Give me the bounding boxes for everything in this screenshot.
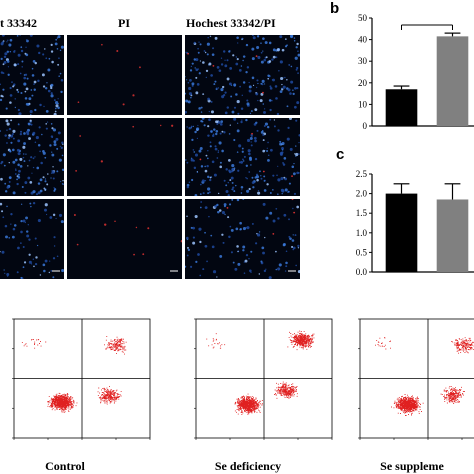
apoptosis-bar-C — [385, 89, 418, 126]
flow-group-label-3: Se suppleme — [380, 459, 444, 473]
celldeath-bar-D — [436, 199, 469, 272]
apoptosis-ytick-label: 20 — [358, 78, 368, 88]
celldeath-ytick-label: 2.0 — [356, 189, 368, 199]
celldeath-bar-C — [385, 193, 418, 272]
celldeath-ytick-label: 0.5 — [356, 247, 368, 257]
micrograph-r1-c2 — [67, 35, 182, 115]
micrograph-r1-c3 — [185, 35, 300, 115]
apoptosis-bar-chart: 0 10 20 30 40 50 — [358, 13, 474, 131]
flow-plot-2 — [194, 318, 333, 440]
micrograph-r3-c1 — [0, 199, 64, 279]
flow-group-label-2: Se deficiency — [214, 459, 282, 473]
micrograph-r3-c3 — [185, 199, 300, 279]
celldeath-ytick-label: 1.0 — [356, 228, 368, 238]
flow-events-2 — [206, 330, 315, 416]
celldeath-ytick-label: 2.5 — [356, 169, 368, 179]
flow-plot-3 — [358, 318, 474, 440]
panel-b-letter: b — [330, 0, 340, 17]
apoptosis-ytick-label: 40 — [358, 35, 368, 45]
apoptosis-ytick-label: 10 — [358, 99, 368, 109]
micrograph-r2-c2 — [67, 118, 182, 196]
celldeath-ytick-label: 1.5 — [356, 208, 368, 218]
apoptosis-ytick-label: 50 — [358, 13, 368, 23]
flow-group-label-1: Control — [45, 459, 85, 473]
micrograph-r2-c1 — [0, 118, 64, 196]
flow-events-1 — [21, 335, 127, 413]
header-pi: PI — [118, 16, 130, 30]
flow-events-3 — [375, 337, 474, 417]
celldeath-ytick-label: 0.0 — [356, 267, 368, 277]
cell-death-bar-chart: 0.0 0.5 1.0 1.5 2.0 2.5 — [356, 169, 474, 277]
header-hoechst: t 33342 — [0, 16, 37, 30]
panel-c-letter: c — [336, 146, 345, 163]
apoptosis-ytick-label: 30 — [358, 56, 368, 66]
apoptosis-ytick-label: 0 — [363, 121, 368, 131]
micrograph-r3-c2 — [67, 199, 182, 279]
micrograph-r2-c3 — [185, 118, 300, 196]
flow-plot-1 — [12, 318, 151, 440]
apoptosis-bar-D — [436, 36, 469, 126]
micrograph-r1-c1 — [0, 35, 64, 115]
header-merge: Hochest 33342/PI — [186, 16, 276, 30]
